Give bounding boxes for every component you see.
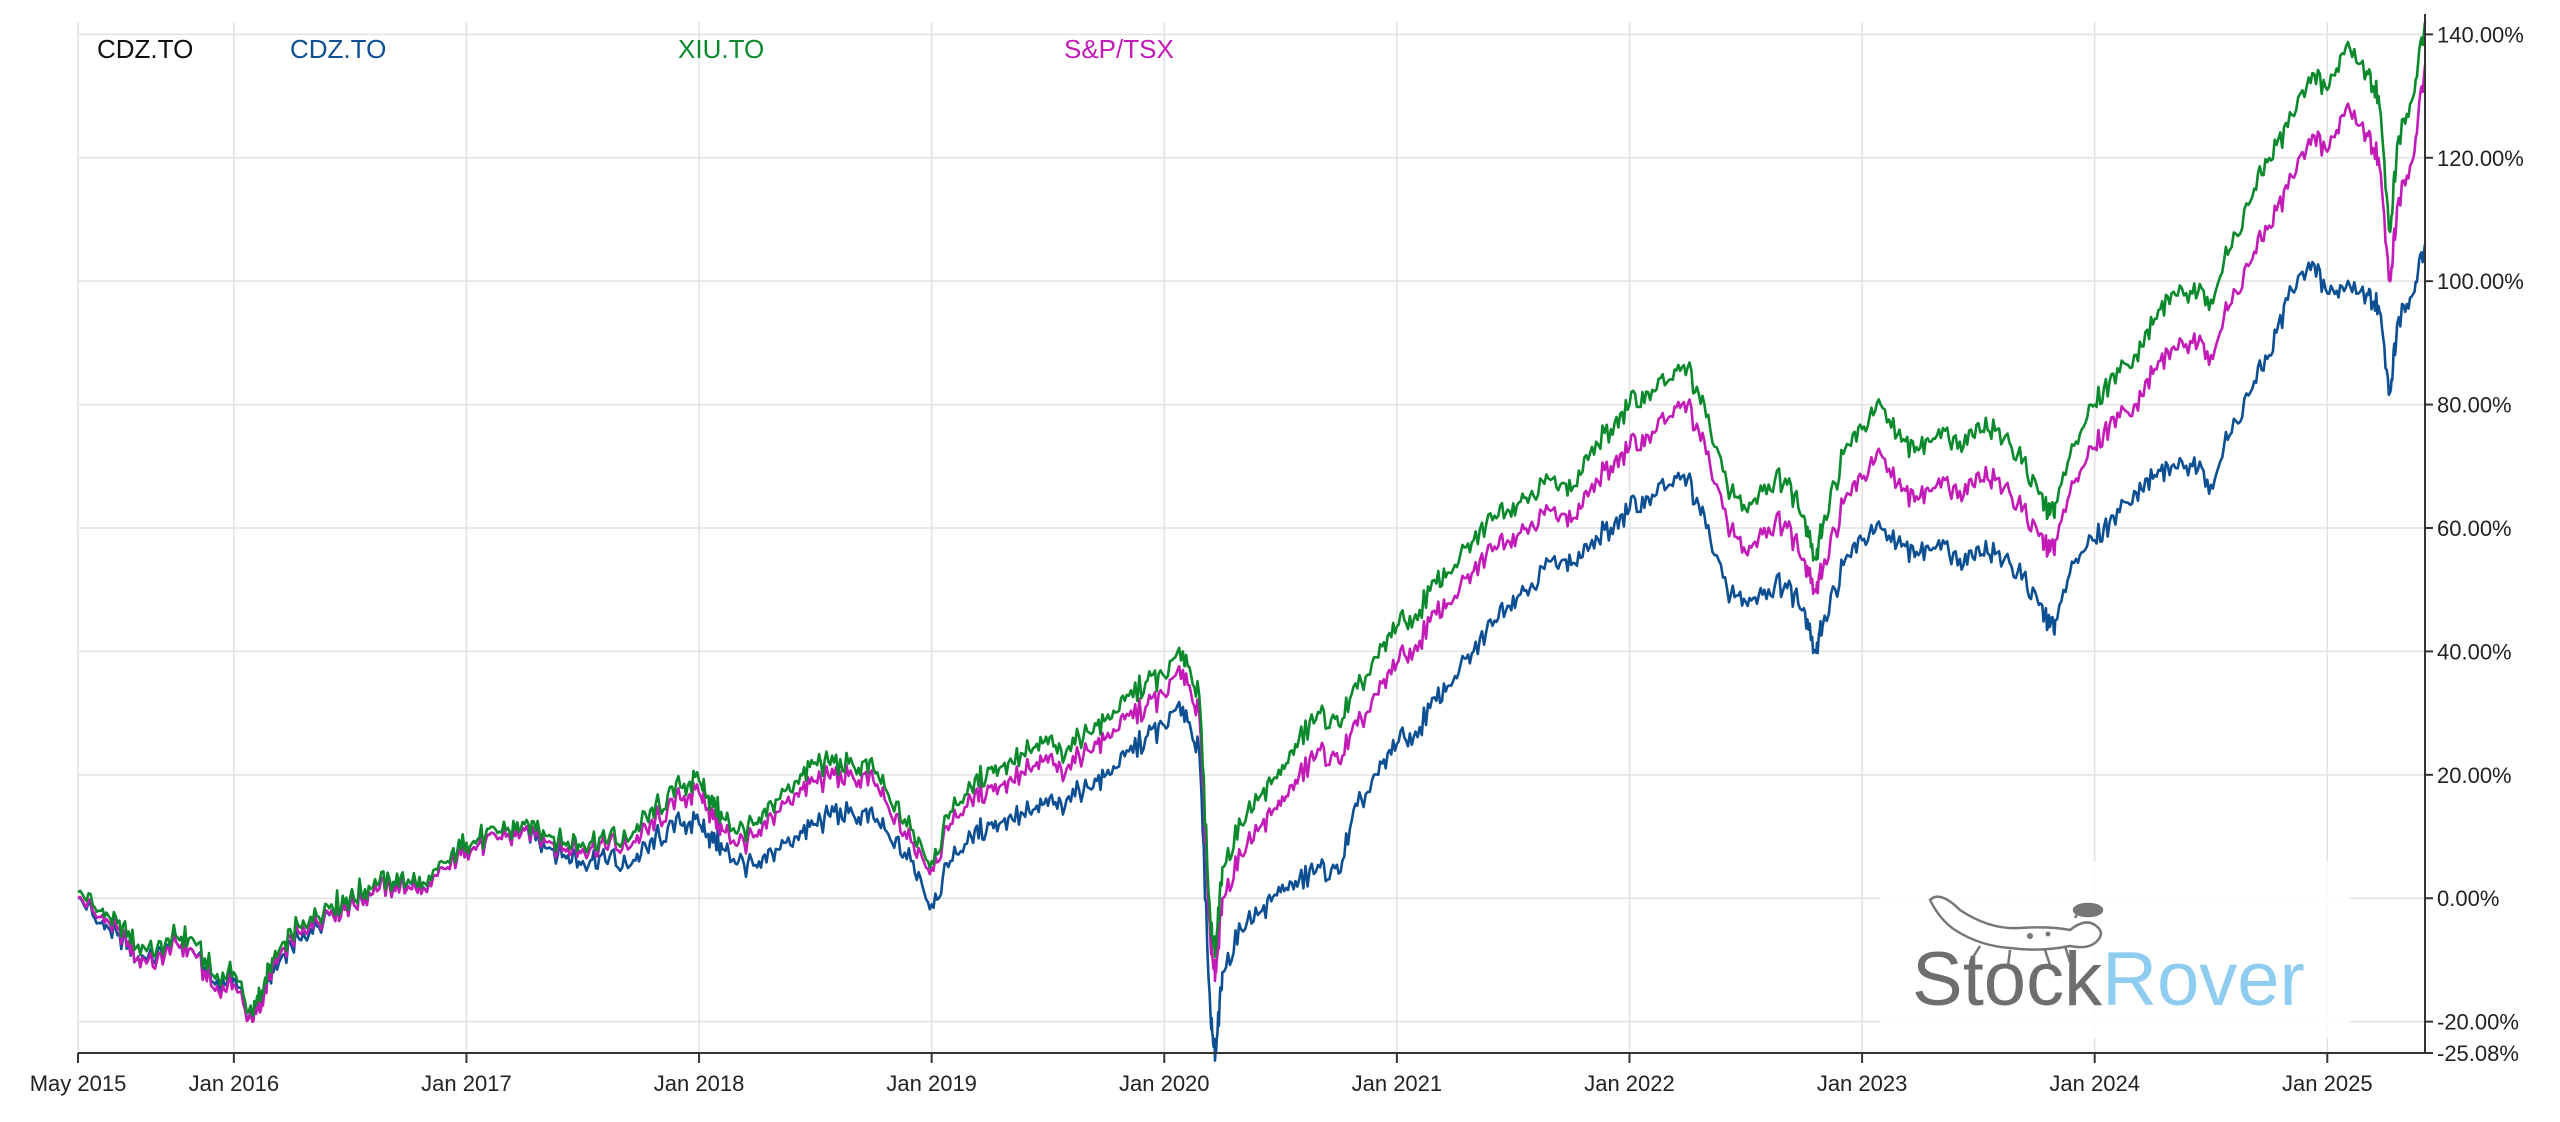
y-tick-label: 60.00% — [2437, 516, 2512, 541]
x-tick-label: Jan 2018 — [654, 1071, 745, 1096]
y-tick-label: 0.00% — [2437, 886, 2499, 911]
stockrover-watermark: StockRover — [1880, 862, 2350, 1038]
x-tick-label: May 2015 — [30, 1071, 127, 1096]
y-tick-label: 40.00% — [2437, 639, 2512, 664]
y-tick-label: 120.00% — [2437, 146, 2524, 171]
y-tick-label: 100.00% — [2437, 269, 2524, 294]
legend: CDZ.TO CDZ.TO XIU.TO S&P/TSX — [97, 34, 1174, 64]
legend-item-tsx[interactable]: S&P/TSX — [1064, 34, 1174, 64]
x-tick-label: Jan 2016 — [189, 1071, 280, 1096]
x-tick-label: Jan 2019 — [886, 1071, 977, 1096]
axes: 140.00% 120.00% 100.00% 80.00% 60.00% 40.00% 2… — [30, 14, 2524, 1096]
watermark-rover: Rover — [2102, 937, 2305, 1022]
y-tick-label: 140.00% — [2437, 22, 2524, 47]
y-tick-label: -25.08% — [2437, 1041, 2519, 1066]
x-tick-label: Jan 2022 — [1584, 1071, 1675, 1096]
series-lines — [77, 21, 2427, 1062]
y-tick-label: 20.00% — [2437, 763, 2512, 788]
dog-icon — [1928, 895, 2104, 967]
y-tick-label: -20.00% — [2437, 1010, 2519, 1035]
x-tick-label: Jan 2024 — [2049, 1071, 2140, 1096]
y-tick-label: 80.00% — [2437, 393, 2512, 418]
x-tick-label: Jan 2023 — [1817, 1071, 1908, 1096]
x-tick-label: Jan 2020 — [1119, 1071, 1210, 1096]
chart-title: CDZ.TO — [97, 34, 193, 64]
x-tick-label: Jan 2025 — [2282, 1071, 2373, 1096]
watermark-stock: Stock — [1912, 937, 2103, 1022]
series-line-sptsx[interactable] — [77, 65, 2427, 1023]
x-tick-label: Jan 2017 — [421, 1071, 512, 1096]
legend-item-xiu[interactable]: XIU.TO — [678, 34, 764, 64]
svg-text:StockRover: StockRover — [1912, 937, 2305, 1022]
legend-item-cdz[interactable]: CDZ.TO — [290, 34, 386, 64]
x-tick-label: Jan 2021 — [1352, 1071, 1443, 1096]
series-line-xiuto[interactable] — [77, 21, 2427, 1017]
watermark-background — [1880, 862, 2350, 1038]
